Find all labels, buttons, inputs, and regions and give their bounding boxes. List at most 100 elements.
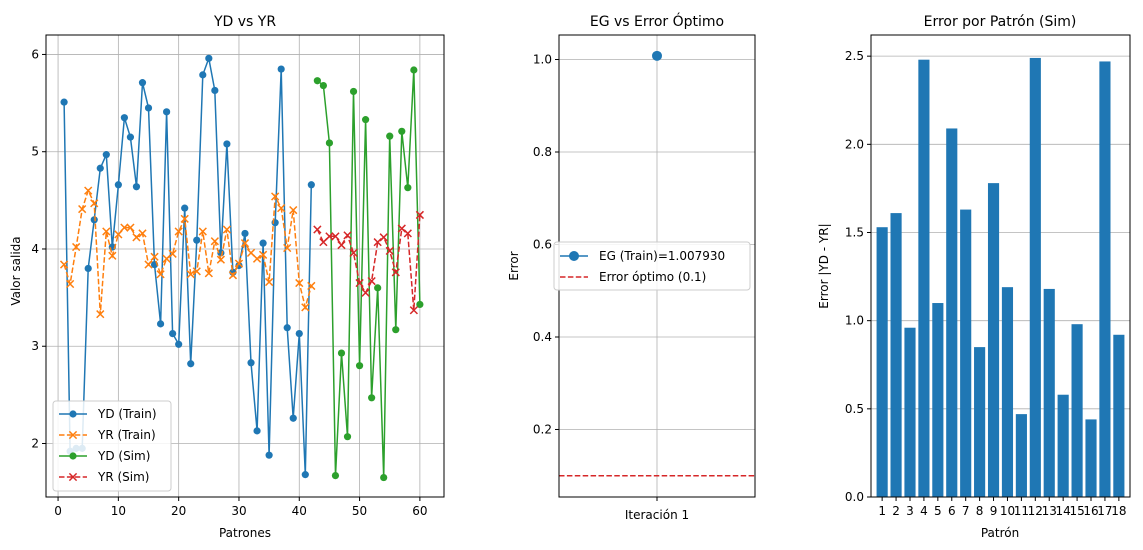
- chart1-point: [198, 227, 207, 236]
- chart1-ytick-label: 4: [31, 242, 39, 256]
- chart1-point: [367, 276, 376, 286]
- chart1-point: [186, 270, 195, 279]
- chart1-ytick-label: 5: [31, 145, 39, 159]
- chart1-point: [301, 303, 310, 312]
- chart1-point: [398, 127, 406, 135]
- chart1-point: [156, 270, 165, 279]
- chart3-bar: [904, 327, 916, 497]
- chart1-point: [60, 98, 68, 106]
- chart1-point: [59, 260, 69, 269]
- chart2-ylabel: Error: [507, 251, 521, 280]
- chart1-point: [65, 279, 75, 289]
- chart2-legend-marker: [569, 251, 579, 261]
- chart1-point: [90, 216, 98, 224]
- chart1-point: [386, 132, 394, 140]
- chart1-point: [252, 254, 262, 263]
- chart2-legend-label: Error óptimo (0.1): [599, 270, 706, 284]
- chart1-series-line-1: [63, 188, 313, 315]
- chart1-point: [379, 233, 388, 242]
- chart1-point: [205, 54, 213, 62]
- chart1-point: [289, 414, 297, 422]
- chart1-point: [307, 281, 316, 291]
- chart1-point: [241, 229, 249, 238]
- chart1-point: [392, 326, 400, 334]
- chart1-point: [96, 164, 104, 172]
- chart1-point: [343, 433, 352, 441]
- chart3-ytick-label: 2.0: [845, 137, 864, 151]
- chart1-point: [415, 210, 425, 220]
- chart1-point: [114, 230, 123, 239]
- chart1-point: [222, 225, 232, 234]
- chart1-ytick-label: 2: [31, 437, 39, 451]
- chart1-point: [240, 239, 250, 248]
- chart-yd-vs-yr: YD vs YR Patrones Valor salida 0 10 20 30 40…: [9, 14, 445, 540]
- chart1-point: [168, 249, 177, 258]
- chart1-point: [343, 231, 352, 240]
- chart3-bar: [1001, 287, 1014, 497]
- chart1-point: [319, 81, 327, 90]
- chart-eg-vs-error: EG vs Error Óptimo Error Iteración 1 0.2 0…: [507, 12, 756, 522]
- chart3-ticks: 0.00.51.01.52.02.51 2 3 4 5 6 7 8 9 1011121314151…: [845, 49, 1127, 518]
- chart3-ytick-label: 2.5: [845, 49, 864, 63]
- chart3-xtick-label: 1: [878, 504, 886, 518]
- chart2-title: EG vs Error Óptimo: [590, 12, 724, 30]
- chart1-point: [361, 288, 370, 297]
- chart3-xtick-label: 5: [934, 504, 942, 518]
- chart1-point: [247, 359, 255, 367]
- chart1-series-line-2: [316, 69, 421, 478]
- chart1-point: [126, 223, 135, 232]
- chart1-legend: YD (Train) YR (Train) YD (Sim) YR (Sim): [52, 400, 172, 492]
- chart1-point: [397, 224, 406, 233]
- chart1-point: [102, 151, 110, 159]
- chart3-xtick-label: 12: [1028, 504, 1043, 518]
- chart1-point: [181, 204, 189, 212]
- chart1-point: [102, 227, 111, 236]
- chart1-point: [258, 250, 268, 259]
- chart1-legend-label: YD (Train): [97, 407, 157, 421]
- chart1-point: [404, 184, 412, 192]
- chart1-point: [216, 255, 226, 264]
- chart1-point: [132, 233, 141, 242]
- chart1-point: [138, 229, 147, 238]
- chart1-legend-label: YD (Sim): [97, 449, 150, 463]
- chart3-bar: [1085, 419, 1097, 497]
- chart3-xtick-label: 4: [920, 504, 928, 518]
- chart1-point: [271, 192, 280, 201]
- chart3-bar: [974, 347, 986, 497]
- chart1-point: [126, 133, 135, 141]
- chart1-point: [368, 394, 376, 402]
- chart1-point: [295, 329, 303, 338]
- chart1-point: [277, 203, 286, 213]
- chart1-point: [301, 471, 309, 479]
- chart1-point: [374, 284, 382, 292]
- chart3-bar: [1113, 334, 1125, 497]
- chart1-ytick-label: 3: [31, 339, 39, 353]
- chart1-point: [78, 204, 87, 214]
- chart1-point: [187, 360, 195, 368]
- chart2-ytick-label: 0.8: [533, 145, 552, 159]
- chart3-ytick-label: 0.5: [845, 402, 864, 416]
- chart1-point: [163, 108, 171, 116]
- chart1-point: [120, 114, 128, 122]
- chart1-xtick-label: 40: [292, 504, 307, 518]
- chart3-xtick-label: 17: [1097, 504, 1112, 518]
- chart1-point: [283, 324, 291, 332]
- chart3-xtick-label: 7: [962, 504, 970, 518]
- chart3-xtick-label: 8: [976, 504, 984, 518]
- chart3-bar: [960, 209, 972, 498]
- chart-error-por-patron: Error por Patrón (Sim) Patrón Error |YD …: [817, 14, 1131, 540]
- chart1-point: [253, 427, 261, 435]
- chart1-point: [210, 237, 219, 246]
- chart1-point: [162, 254, 171, 263]
- chart3-xtick-label: 16: [1083, 504, 1098, 518]
- chart1-ylabel: Valor salida: [9, 236, 23, 305]
- chart3-xtick-label: 9: [990, 504, 998, 518]
- chart2-xtick-label: Iteración 1: [625, 508, 689, 522]
- chart3-bar: [1015, 414, 1027, 497]
- chart3-bar: [946, 128, 958, 497]
- chart3-ytick-label: 1.5: [845, 225, 864, 239]
- chart1-point: [265, 451, 273, 459]
- chart1-point: [331, 472, 340, 480]
- chart1-point: [193, 236, 201, 244]
- chart3-bar: [1043, 288, 1055, 497]
